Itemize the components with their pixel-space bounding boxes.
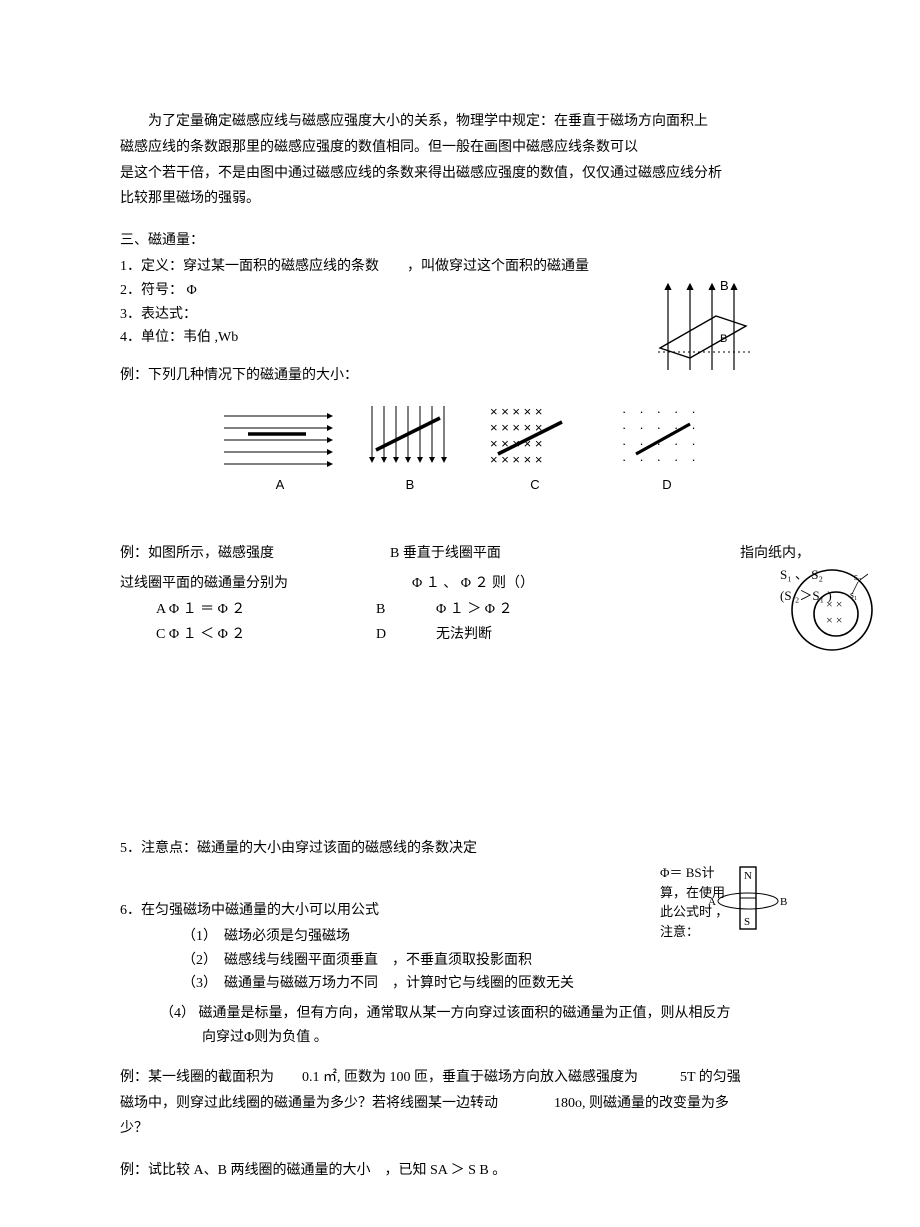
page: 为了定量确定磁感应线与磁感应强度大小的关系，物理学中规定：在垂直于磁场方向面积上… bbox=[0, 0, 920, 1227]
svg-text:× × × × ×: × × × × × bbox=[490, 420, 542, 435]
example-3-l3: 少？ bbox=[120, 1117, 810, 1141]
note-6-3: （3） 磁通量与磁磁万场力不同 ，计算时它与线圈的匝数无关 bbox=[182, 972, 810, 996]
example-3-l1: 例：某一线圈的截面积为 0.1 ㎡, 匝数为 100 匝，垂直于磁场方向放入磁感… bbox=[120, 1066, 810, 1090]
figure-row: A B × × × × × × × × × × bbox=[220, 402, 810, 496]
svg-text:B: B bbox=[780, 896, 787, 908]
field-plane-diagram: B B bbox=[650, 278, 760, 374]
b-label: B bbox=[720, 278, 729, 293]
svg-text:N: N bbox=[744, 870, 752, 882]
option-b-val: Φ １ ＞ Φ ２ bbox=[436, 598, 512, 622]
svg-text:S: S bbox=[744, 916, 750, 928]
svg-text:· · · · ·: · · · · · bbox=[622, 436, 696, 451]
example-2-block: 例：如图所示，磁感强度 B 垂直于线圈平面 指向纸内， 过线圈平面的磁通量分别为… bbox=[120, 542, 810, 647]
svg-text:· · · · ·: · · · · · bbox=[622, 404, 696, 419]
svg-text:× ×: × × bbox=[826, 613, 843, 627]
intro-line-4: 比较那里磁场的强弱。 bbox=[120, 187, 810, 211]
intro-line-2: 磁感应线的条数跟那里的磁感应强度的数值相同。但一般在画图中磁感应线条数可以 bbox=[120, 136, 810, 160]
figure-c: × × × × × × × × × × × × × × × × × × × × … bbox=[480, 402, 590, 496]
option-d-val: 无法判断 bbox=[436, 623, 492, 647]
ex2-l1a: 例：如图所示，磁感强度 bbox=[120, 542, 390, 566]
note-6-4a: （4） 磁通量是标量，但有方向，通常取从某一方向穿过该面积的磁通量为正值，则从相… bbox=[160, 1002, 810, 1026]
ex2-l2a: 过线圈平面的磁通量分别为 bbox=[120, 572, 412, 596]
section-3-title: 三、磁通量： bbox=[120, 229, 810, 253]
figure-a: A bbox=[220, 408, 340, 496]
ex2-l2b: Φ １ 、 Φ ２ 则（） bbox=[412, 572, 534, 596]
figure-c-label: C bbox=[480, 474, 590, 496]
ex2-l1b: B 垂直于线圈平面 bbox=[390, 542, 590, 566]
svg-text:× × × × ×: × × × × × bbox=[490, 452, 542, 467]
example-3-l2: 磁场中，则穿过此线圈的磁通量为多少？若将线圈某一边转动 180o, 则磁通量的改… bbox=[120, 1092, 810, 1116]
note-5: 5．注意点：磁通量的大小由穿过该面的磁感线的条数决定 bbox=[120, 837, 810, 861]
intro-line-1: 为了定量确定磁感应线与磁感应强度大小的关系，物理学中规定：在垂直于磁场方向面积上 bbox=[120, 110, 810, 134]
side-relation: (S ₂＞S₁ ) bbox=[780, 586, 880, 607]
option-b-key: B bbox=[376, 598, 436, 622]
note-6-2: （2） 磁感线与线圈平面须垂直 ，不垂直须取投影面积 bbox=[182, 949, 810, 973]
side-s1s2: S₁ 、 S₂ bbox=[780, 565, 880, 586]
figure-b-label: B bbox=[362, 474, 458, 496]
formula-note: Φ＝ BS计算，在使用此公式时 ，注意： bbox=[660, 863, 730, 941]
figure-d-label: D bbox=[612, 474, 722, 496]
intro-line-3: 是这个若干倍，不是由图中通过磁感应线的条数来得出磁感应强度的数值，仅仅通过磁感应… bbox=[120, 162, 810, 186]
figure-b: B bbox=[362, 402, 458, 496]
svg-text:B: B bbox=[720, 333, 727, 345]
figure-a-label: A bbox=[220, 474, 340, 496]
note-6-4b: 向穿过Φ则为负值 。 bbox=[202, 1026, 810, 1050]
option-d-key: D bbox=[376, 623, 436, 647]
option-c: C Φ １ ＜ Φ ２ bbox=[156, 623, 376, 647]
figure-d: · · · · · · · · · · · · · · · · · · · · … bbox=[612, 402, 722, 496]
option-a: A Φ １ ＝ Φ ２ bbox=[156, 598, 376, 622]
example-4: 例：试比较 A、B 两线圈的磁通量的大小 ，已知 SA ＞ S B 。 bbox=[120, 1159, 810, 1183]
def-item-1: 1．定义：穿过某一面积的磁感应线的条数 ，叫做穿过这个面积的磁通量 bbox=[120, 255, 810, 279]
circle-side-labels: S₁ 、 S₂ (S ₂＞S₁ ) bbox=[780, 565, 880, 607]
svg-text:· · · · ·: · · · · · bbox=[622, 452, 696, 467]
svg-text:× × × × ×: × × × × × bbox=[490, 404, 542, 419]
